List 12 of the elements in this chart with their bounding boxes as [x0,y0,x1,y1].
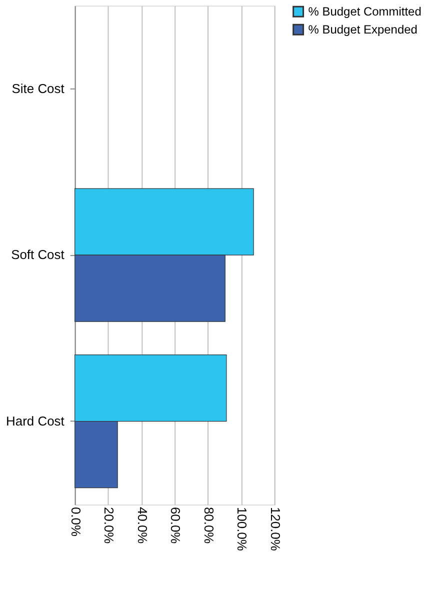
x-tick-label: 0.0% [68,506,84,537]
x-tick-label: 100.0% [234,506,250,552]
y-tick-label: Soft Cost [11,247,65,262]
x-tick-label: 40.0% [134,506,150,544]
legend-label: % Budget Expended [308,22,418,37]
y-tick-label: Hard Cost [6,413,65,428]
x-tick-label: 120.0% [268,506,283,552]
x-tick-label: 20.0% [102,506,117,544]
x-tick-label: 80.0% [201,506,216,544]
x-tick-label: 60.0% [168,506,184,544]
y-tick-label: Site Cost [12,80,65,96]
legend-label: % Budget Committed [308,4,422,19]
